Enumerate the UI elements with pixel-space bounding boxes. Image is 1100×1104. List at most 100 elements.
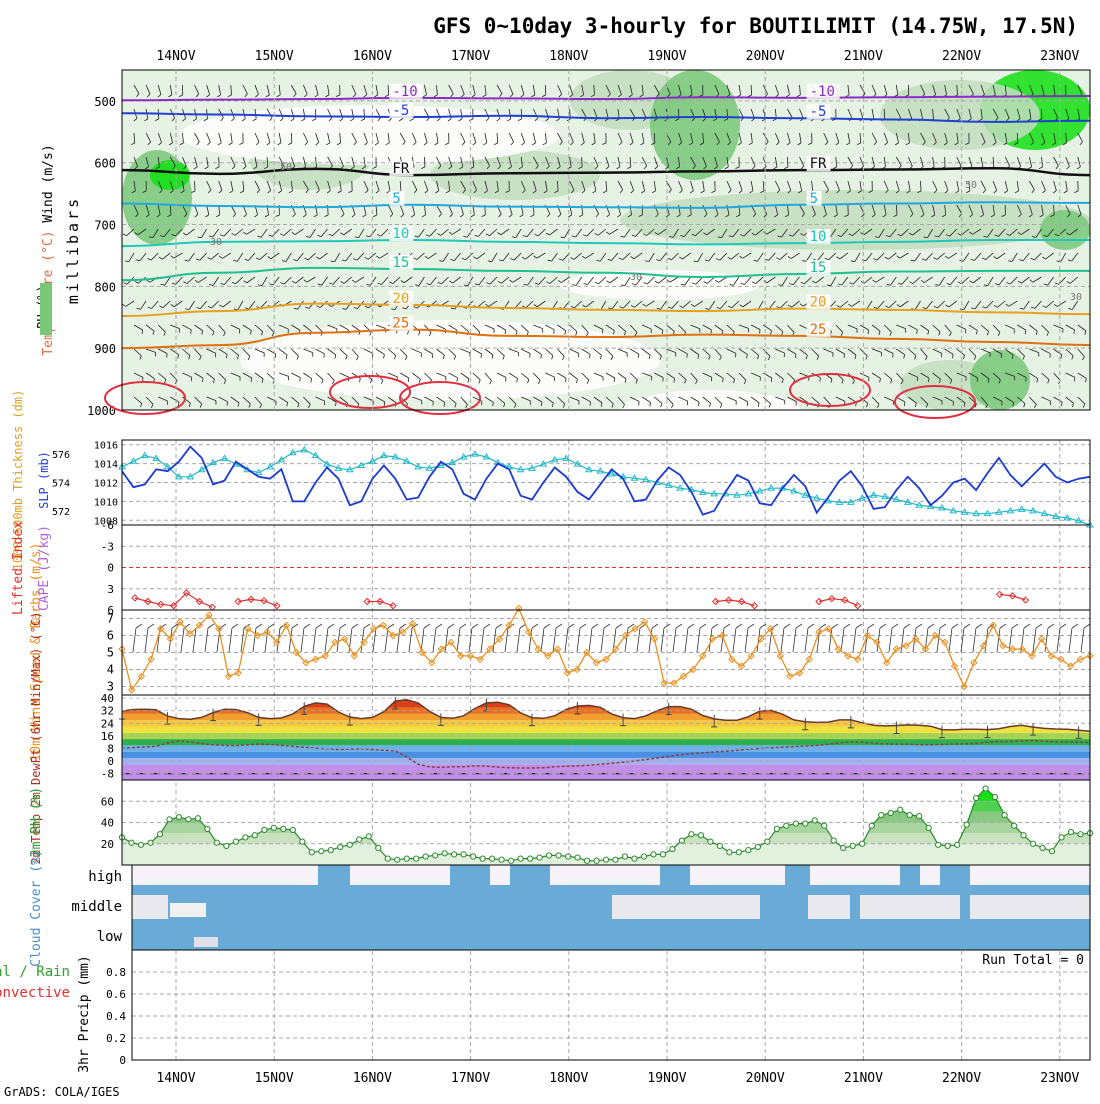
isotherm-label--10: -10 — [810, 84, 835, 100]
wind10-barb-flag — [928, 624, 934, 628]
wind10-barb-flag — [472, 624, 478, 628]
date-top-22NOV: 22NOV — [942, 49, 981, 64]
wind10-barb — [385, 628, 388, 652]
rh2m-point — [205, 826, 210, 831]
wind10-barb — [949, 628, 952, 652]
wind10-barb — [973, 628, 976, 652]
rh2m-point — [508, 858, 513, 863]
isotherm-label-20: 20 — [392, 291, 409, 307]
rh2m-point — [869, 823, 874, 828]
wind10-tick-7: 7 — [107, 612, 114, 626]
slp-tick-1016: 1016 — [94, 441, 118, 452]
wind10-barb — [733, 628, 736, 652]
rh-contour-label-4: 30 — [1070, 292, 1082, 303]
wind10-barb-flag — [1060, 624, 1066, 628]
date-top-14NOV: 14NOV — [156, 49, 195, 64]
lifted-point — [751, 603, 757, 609]
wind10-barb-flag — [400, 624, 406, 628]
wind-barb — [388, 85, 389, 95]
rh2m-point — [347, 842, 352, 847]
rh2m-point — [926, 825, 931, 830]
wind-barb-flag — [614, 378, 615, 382]
wind10-barb-flag — [460, 624, 466, 628]
cloud-mid-gap-2 — [808, 895, 850, 919]
date-bottom-20NOV: 20NOV — [746, 1071, 785, 1086]
lifted-tick--6: -6 — [101, 519, 114, 532]
wind-barb — [558, 181, 559, 191]
isotherm-label-25: 25 — [392, 316, 409, 332]
rh2m-point — [584, 858, 589, 863]
cloud-label-middle: middle — [71, 899, 122, 915]
rh-key-bar — [40, 283, 52, 335]
rh2m-point — [575, 855, 580, 860]
temp-tick-24: 24 — [101, 717, 115, 730]
wind10-barb — [409, 628, 412, 652]
rh2m-point — [603, 857, 608, 862]
cloud-high-gap-6 — [920, 865, 940, 885]
wind10-barb-flag — [856, 624, 862, 628]
wind10-barb-flag — [532, 624, 538, 628]
date-top-18NOV: 18NOV — [549, 49, 588, 64]
wind10-barb — [325, 628, 328, 652]
rh2m-tick-60: 60 — [101, 795, 114, 808]
label-precip-axis: 3hr Precip (mm) — [77, 955, 92, 1072]
wind-barb — [691, 205, 692, 215]
lifted-tick-0: 0 — [107, 562, 114, 575]
rh2m-point — [955, 842, 960, 847]
rh2m-point — [385, 856, 390, 861]
rh2m-point — [243, 835, 248, 840]
rh2m-point — [651, 852, 656, 857]
cloud-high-gap-5 — [810, 865, 900, 885]
rh2m-point — [490, 856, 495, 861]
wind10-barb — [889, 628, 892, 652]
precip-tick-0.4: 0.4 — [106, 1010, 126, 1023]
rh2m-point — [556, 853, 561, 858]
wind10-barb-flag — [700, 624, 706, 628]
isotherm-label-5: 5 — [392, 191, 400, 207]
slp-line — [122, 447, 1090, 515]
rh2m-point — [898, 807, 903, 812]
rh2m-band-5 — [122, 780, 1090, 801]
wind10-barb — [517, 628, 520, 652]
rh2m-point — [461, 852, 466, 857]
wind10-barb-flag — [952, 624, 958, 628]
wind10-barb-flag — [1084, 624, 1090, 628]
rh2m-point — [660, 852, 665, 857]
rh2m-point — [471, 854, 476, 859]
rh2m-point — [527, 856, 532, 861]
wind10-barb — [193, 628, 196, 652]
rh2m-point — [1011, 823, 1016, 828]
cloud-mid-gap-1 — [612, 895, 760, 919]
wind10-barb-flag — [388, 624, 394, 628]
wind-barb — [424, 157, 425, 167]
temp-tick-0: 0 — [107, 755, 114, 768]
rh-shade-4 — [150, 160, 190, 190]
rh2m-point — [404, 856, 409, 861]
lifted-point — [390, 603, 396, 609]
rh2m-point — [233, 839, 238, 844]
rh2m-point — [480, 856, 485, 861]
rh2m-point — [376, 845, 381, 850]
isotherm-label-5: 5 — [810, 191, 818, 207]
rh2m-point — [831, 838, 836, 843]
wind10-barb — [673, 628, 676, 652]
slp-tick-1010: 1010 — [94, 497, 118, 508]
tick-p-500: 500 — [94, 95, 116, 109]
rh2m-point — [518, 856, 523, 861]
wind10-barb — [1081, 628, 1084, 652]
rh2m-point — [793, 821, 798, 826]
rh2m-point — [499, 857, 504, 862]
rh2m-point — [395, 857, 400, 862]
rh2m-point — [148, 840, 153, 845]
rh2m-point — [879, 812, 884, 817]
rh2m-point — [632, 856, 637, 861]
wind10-barb-flag — [712, 624, 718, 628]
rh2m-point — [1059, 835, 1064, 840]
rh2m-point — [708, 839, 713, 844]
date-top-16NOV: 16NOV — [353, 49, 392, 64]
temp-tick-8: 8 — [107, 743, 114, 756]
tick-p-600: 600 — [94, 157, 116, 171]
cloud-high-gap-3 — [550, 865, 660, 885]
wind10-barb-flag — [208, 624, 214, 628]
rh2m-point — [262, 827, 267, 832]
